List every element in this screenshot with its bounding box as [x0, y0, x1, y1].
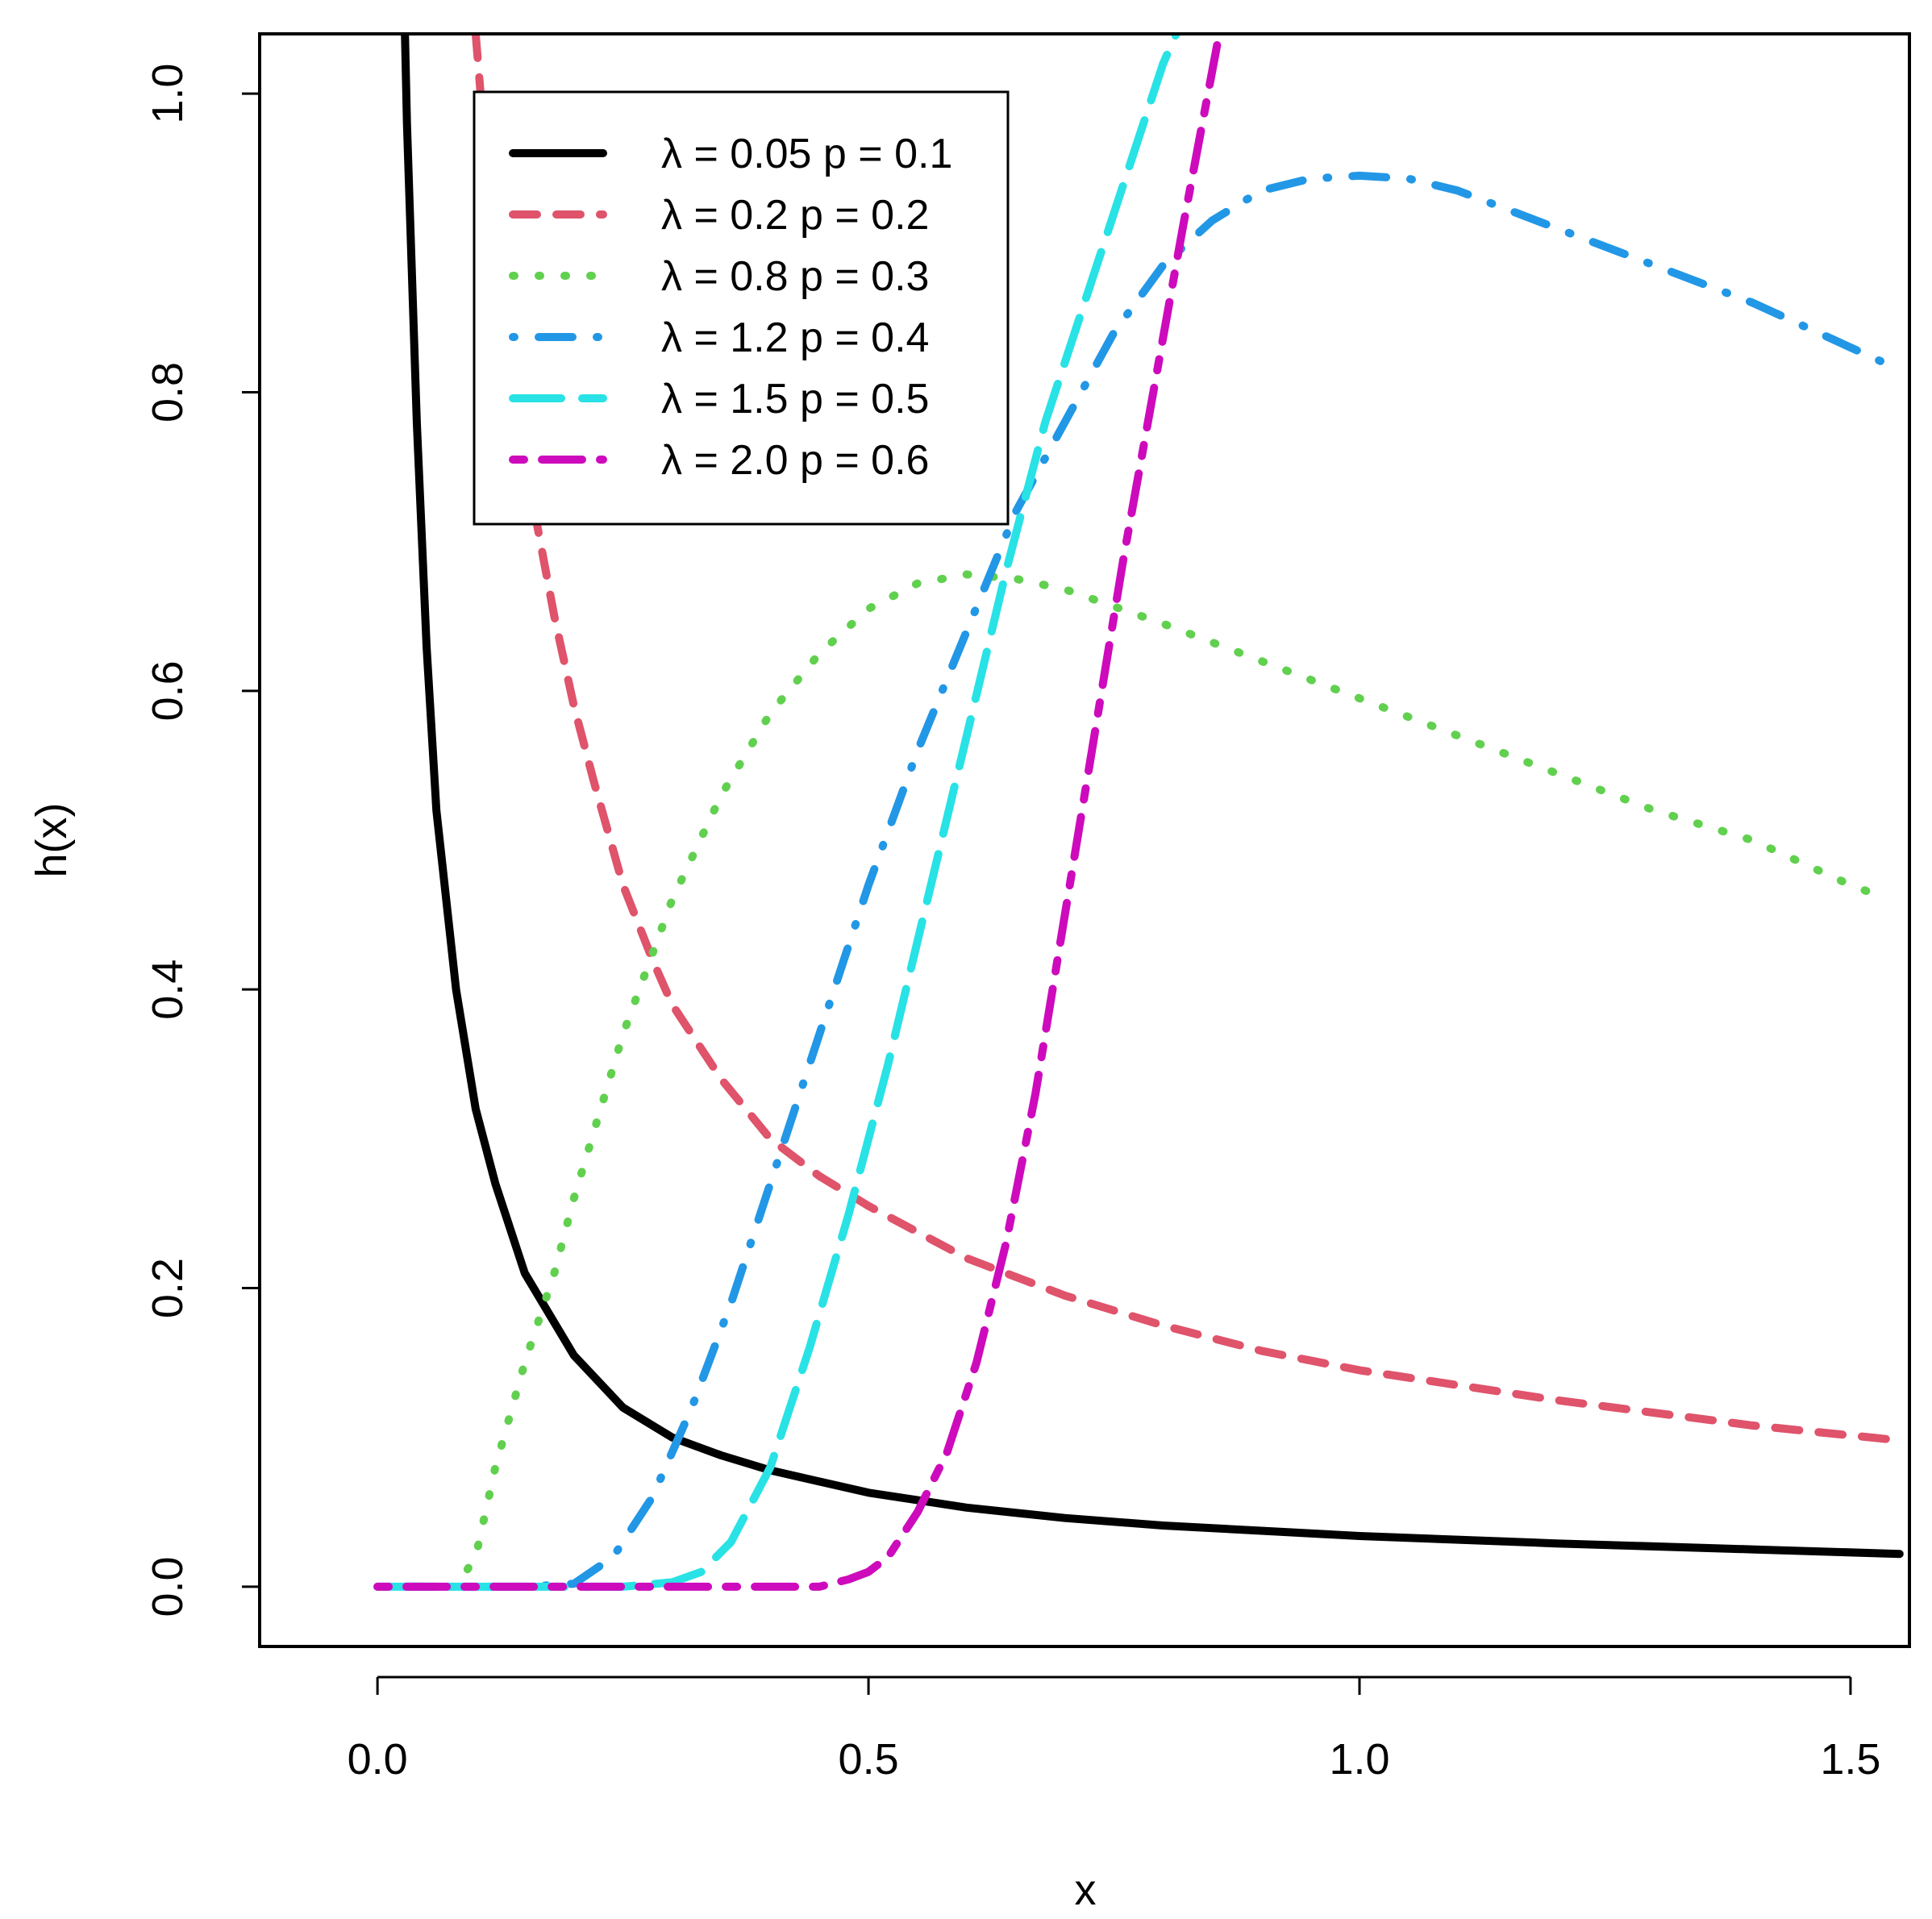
legend-label: λ = 1.5 p = 0.5 — [661, 376, 929, 423]
y-tick-label: 0.6 — [144, 660, 192, 721]
plot-frame — [258, 32, 1911, 1648]
legend: λ = 0.05 p = 0.1 λ = 0.2 p = 0.2 λ = 0.8 p… — [473, 90, 1010, 526]
series-line-6 — [373, 34, 1224, 1591]
y-tick-label: 0.2 — [144, 1258, 192, 1318]
y-axis-label: h(x) — [27, 803, 76, 878]
x-tick-label: 0.0 — [348, 1735, 408, 1784]
x-tick-label: 0.5 — [839, 1735, 899, 1784]
x-tick-label: 1.0 — [1329, 1735, 1389, 1784]
legend-label: λ = 1.2 p = 0.4 — [661, 314, 929, 361]
y-tick-label: 0.4 — [144, 960, 192, 1020]
legend-label: λ = 0.8 p = 0.3 — [661, 253, 929, 300]
y-tick-label: 1.0 — [144, 64, 192, 124]
series-line-4 — [373, 171, 1904, 1591]
legend-label: λ = 0.05 p = 0.1 — [661, 131, 952, 177]
legend-label: λ = 2.0 p = 0.6 — [661, 437, 929, 484]
x-axis-label: x — [1075, 1866, 1097, 1914]
series-line-5 — [373, 34, 1181, 1591]
y-tick-label: 0.0 — [144, 1556, 192, 1617]
x-tick-label: 1.5 — [1820, 1735, 1880, 1784]
axes-group: 0.0 0.5 1.0 1.5 0.0 0.2 0.4 0.6 0.8 1.0 — [144, 64, 1880, 1784]
y-tick-label: 0.8 — [144, 362, 192, 423]
legend-box — [473, 90, 1010, 526]
legend-label: λ = 0.2 p = 0.2 — [661, 192, 929, 239]
series-line-1 — [401, 34, 1904, 1559]
series-line-3 — [447, 570, 1875, 1591]
